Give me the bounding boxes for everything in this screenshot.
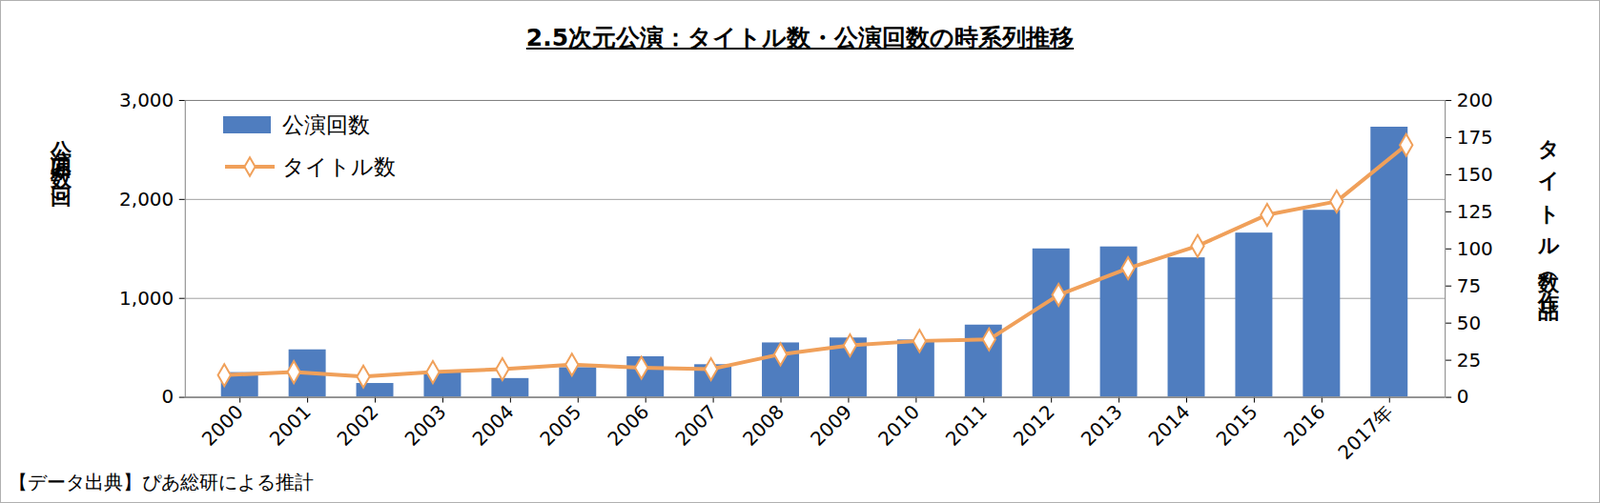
svg-text:2001: 2001 — [265, 400, 316, 452]
svg-text:1,000: 1,000 — [119, 287, 174, 310]
svg-text:2003: 2003 — [400, 400, 452, 452]
svg-text:2011: 2011 — [941, 400, 992, 452]
svg-text:2006: 2006 — [602, 400, 654, 452]
svg-text:200: 200 — [1456, 88, 1494, 112]
svg-text:0: 0 — [1456, 385, 1470, 409]
svg-text:125: 125 — [1456, 200, 1494, 224]
html-text:タイトル数: タイトル数 — [282, 153, 396, 179]
svg-text:2016: 2016 — [1278, 400, 1330, 452]
svg-text:2004: 2004 — [468, 400, 519, 452]
svg-text:3,000: 3,000 — [119, 88, 174, 112]
svg-text:2009: 2009 — [805, 400, 857, 452]
html-text:タイトル数（作品）: タイトル数（作品） — [1537, 123, 1561, 305]
svg-text:75: 75 — [1456, 274, 1481, 298]
svg-text:2002: 2002 — [332, 400, 384, 452]
svg-text:2012: 2012 — [1008, 400, 1060, 452]
svg-text:2017年: 2017年 — [1333, 400, 1397, 465]
svg-text:150: 150 — [1456, 163, 1494, 186]
svg-text:2007: 2007 — [670, 400, 721, 452]
html-text:公演回数（回）: 公演回数（回） — [49, 123, 74, 190]
svg-text:2,000: 2,000 — [119, 187, 174, 211]
svg-text:2015: 2015 — [1211, 400, 1263, 452]
svg-text:100: 100 — [1456, 237, 1494, 261]
svg-text:2014: 2014 — [1144, 400, 1195, 452]
svg-text:2008: 2008 — [738, 400, 789, 452]
svg-text:50: 50 — [1456, 311, 1481, 335]
svg-text:175: 175 — [1456, 125, 1494, 149]
html-text:【データ出典】ぴあ総研による推計: 【データ出典】ぴあ総研による推計 — [8, 471, 314, 494]
html-text:公演回数: 公演回数 — [282, 112, 370, 137]
svg-text:2010: 2010 — [873, 400, 924, 452]
svg-text:25: 25 — [1456, 348, 1481, 372]
svg-text:2000: 2000 — [197, 400, 248, 452]
svg-text:2013: 2013 — [1076, 400, 1128, 452]
svg-text:2005: 2005 — [534, 400, 586, 452]
html-text:2.5次元公演：タイトル数・公演回数の時系列推移: 2.5次元公演：タイトル数・公演回数の時系列推移 — [526, 23, 1074, 52]
svg-text:0: 0 — [162, 385, 175, 409]
